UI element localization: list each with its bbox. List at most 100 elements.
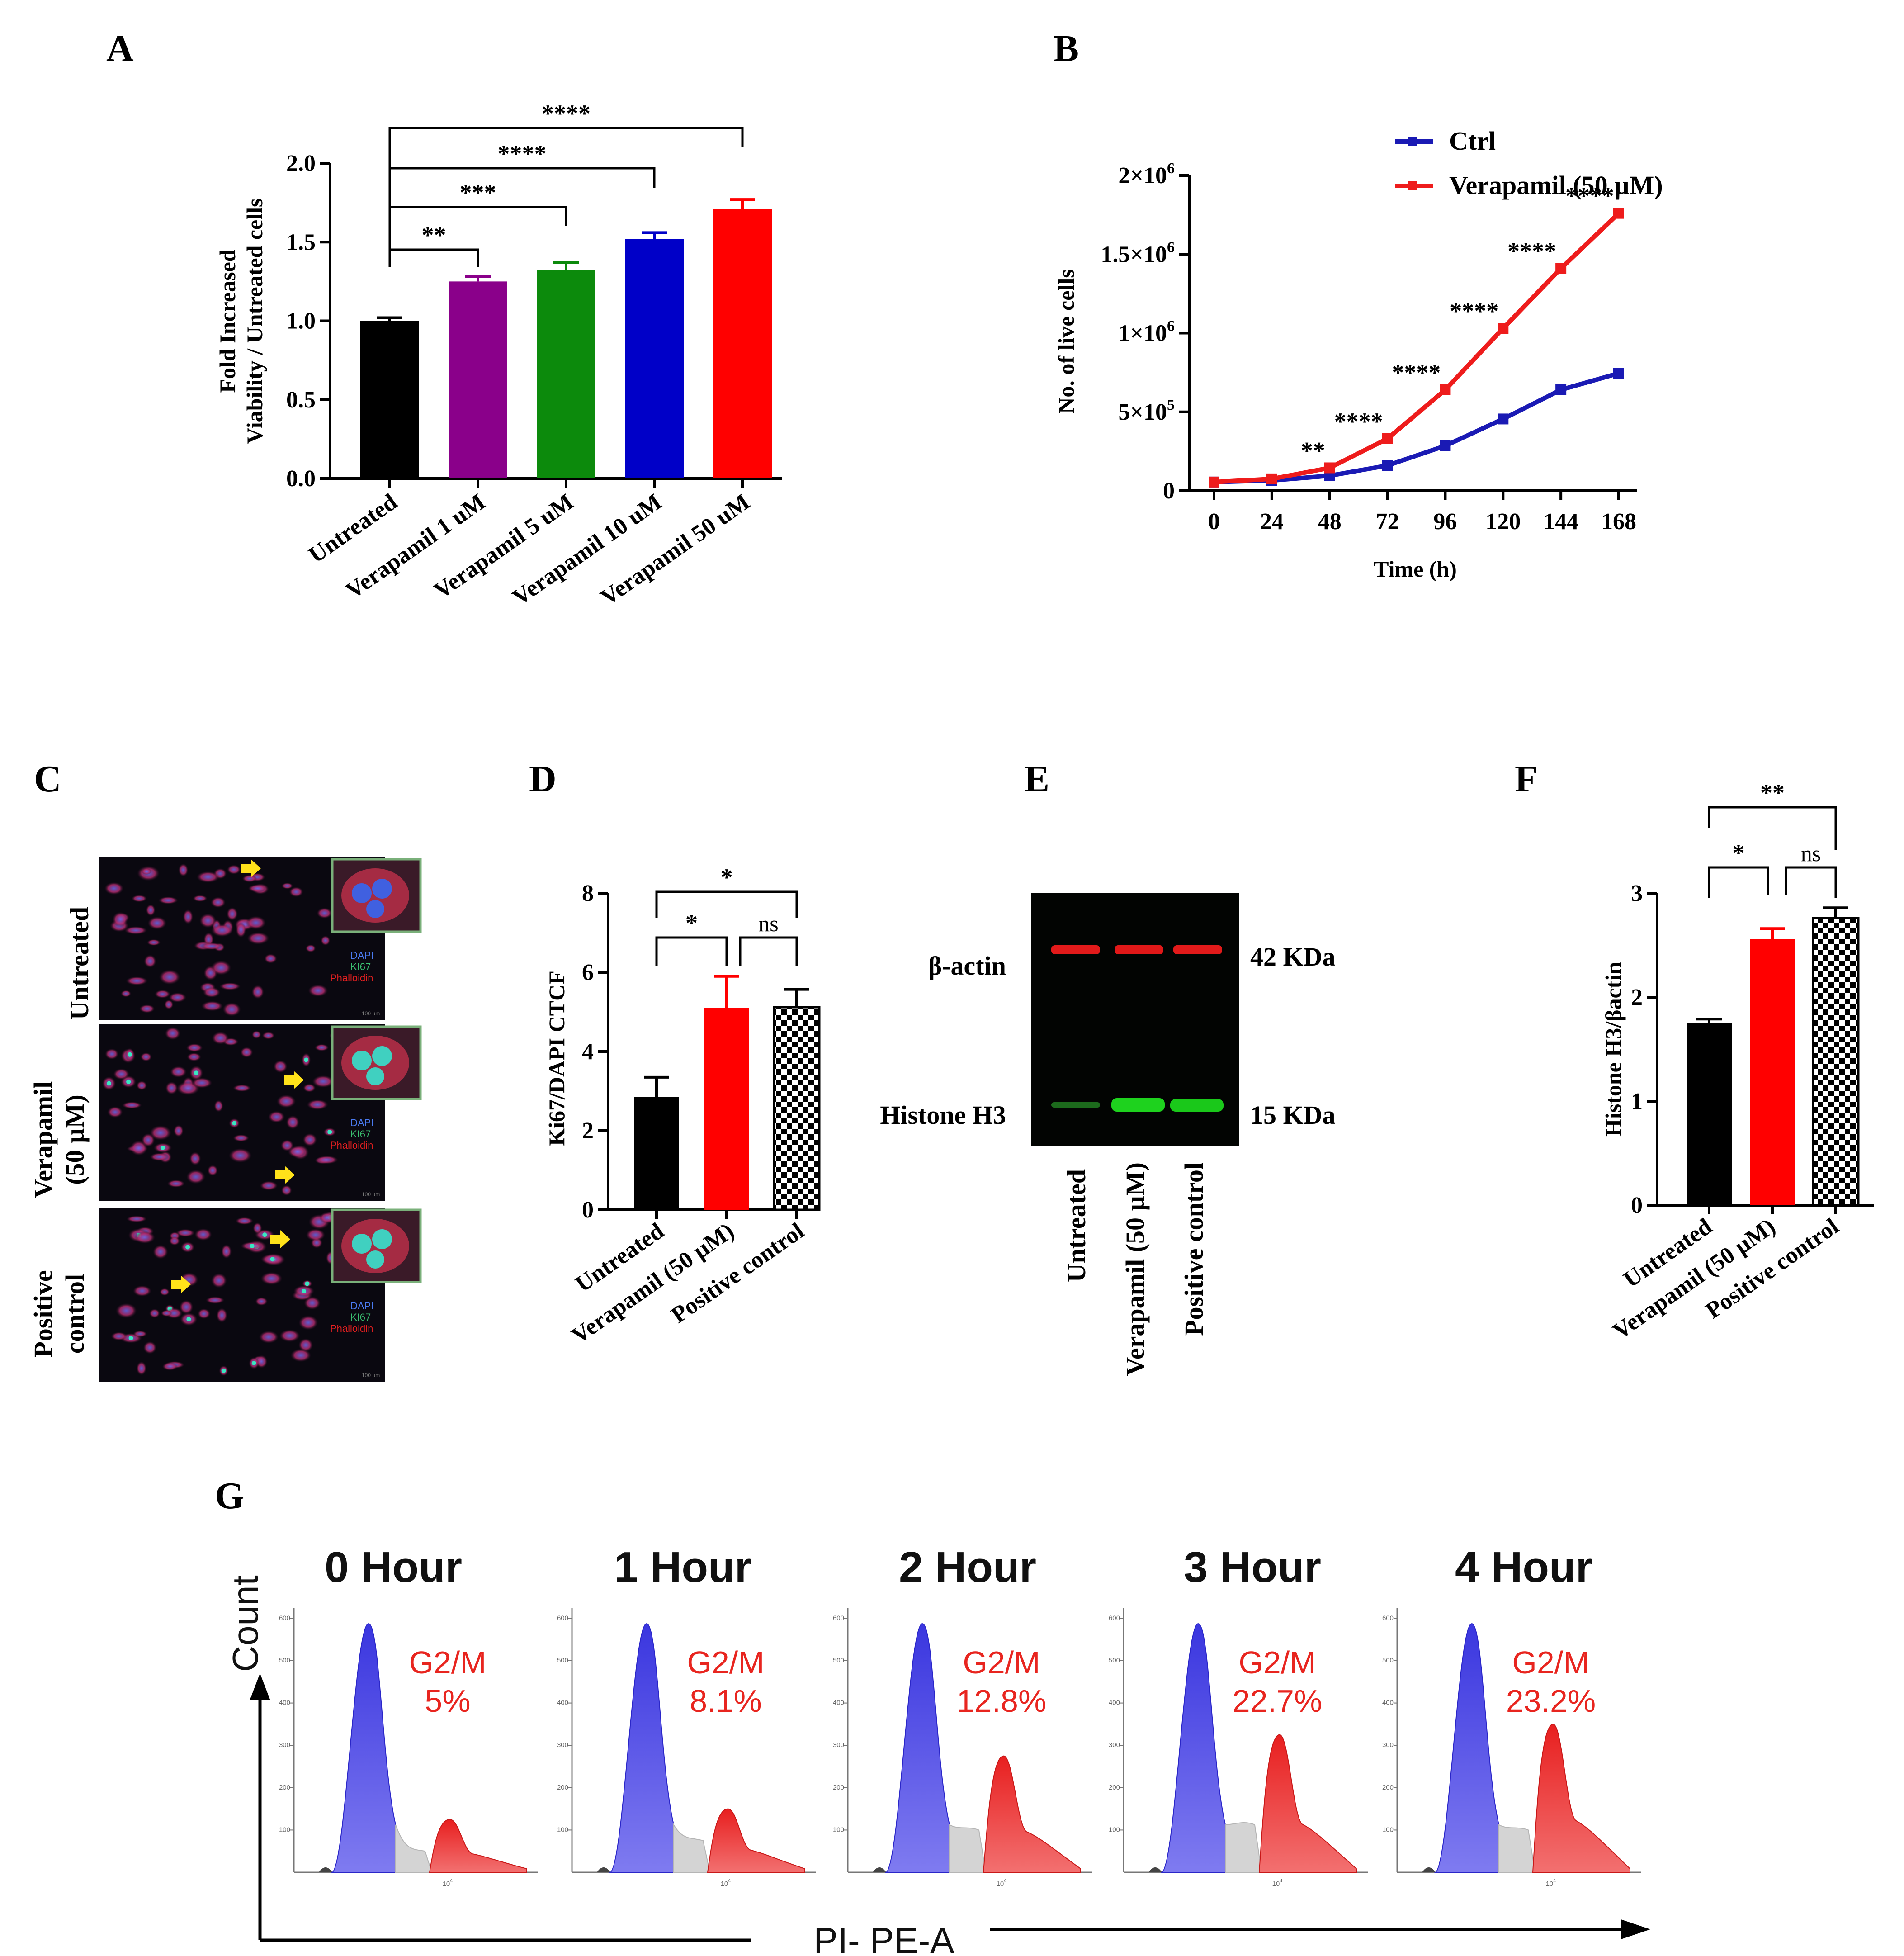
histogram-g1-peak	[609, 1623, 674, 1873]
g2m-percent-label: 23.2%	[1506, 1683, 1596, 1719]
cell	[143, 1341, 157, 1354]
histogram-x-tick-label: 104	[443, 1878, 453, 1888]
legend-label: Verapamil (50 µM)	[1449, 170, 1663, 200]
cell	[319, 1212, 335, 1224]
x-tick-label: 0	[1208, 509, 1220, 535]
cell	[248, 884, 267, 893]
panel-label-g: G	[215, 1475, 244, 1517]
y-tick-label: 2	[1631, 985, 1643, 1010]
cell	[260, 1181, 278, 1190]
cell	[162, 1362, 178, 1371]
panel-f-bar-chart: Histone H3/βactin 0123UntreatedVerapamil…	[1601, 779, 1874, 1345]
g2m-phase-label: G2/M	[687, 1645, 764, 1680]
y-tick-label: 0	[1631, 1193, 1643, 1218]
histogram-y-tick-label: 500	[1109, 1657, 1120, 1664]
histogram-y-tick-label: 100	[1109, 1826, 1120, 1833]
histogram-x-tick-label: 104	[1546, 1878, 1556, 1888]
histogram-y-tick-label: 100	[557, 1826, 568, 1833]
significance-label: *	[685, 909, 698, 937]
y-tick-label: 0.0	[286, 466, 316, 492]
yellow-arrow	[284, 1071, 304, 1089]
cell	[169, 992, 187, 1003]
histogram-s-phase	[395, 1824, 433, 1873]
cell	[107, 1106, 123, 1118]
cell	[264, 953, 277, 964]
significance-label: *	[1733, 839, 1745, 867]
cell	[164, 999, 174, 1009]
panel-g-x-arrowhead	[1621, 1919, 1650, 1939]
panel-a-bar-chart: Fold Increased Viability / Untreated cel…	[215, 100, 782, 611]
panel-b-line-chart: No. of live cells Time (h) 05×1051×1061.…	[1054, 126, 1663, 582]
cell	[126, 1216, 147, 1222]
significance-bracket	[388, 127, 744, 267]
significance-bracket	[388, 248, 479, 267]
bar	[773, 1006, 821, 1211]
panel-e-western-blot: β-actin Histone H3 42 KDa 15 KDa Untreat…	[880, 893, 1336, 1376]
ki67-signal	[327, 1129, 332, 1134]
ki67-signal	[304, 1057, 309, 1062]
panel-label-d: D	[529, 758, 557, 800]
bar	[449, 281, 507, 478]
histogram-y-tick-label: 100	[833, 1826, 844, 1833]
data-point	[1266, 473, 1277, 484]
lane-label-verapamil: Verapamil (50 µM)	[1120, 1162, 1150, 1376]
bar	[1687, 1023, 1732, 1205]
cell	[175, 1229, 195, 1237]
significance-bracket	[1708, 866, 1769, 898]
cell	[122, 1102, 142, 1109]
cell	[207, 1165, 218, 1176]
cell	[304, 1296, 321, 1310]
panel-label-c: C	[34, 758, 61, 800]
panel-g-y-arrowhead	[250, 1673, 270, 1700]
histogram-y-tick-label: 500	[557, 1657, 568, 1664]
histogram-g2m-peak	[1258, 1734, 1357, 1873]
y-tick-label: 1.5×106	[1101, 239, 1175, 267]
cell	[314, 1044, 329, 1051]
cell	[159, 1288, 170, 1296]
cell	[289, 886, 303, 897]
histogram-y-tick-label: 300	[279, 1741, 290, 1749]
band-label-h3: Histone H3	[880, 1100, 1006, 1130]
cell	[281, 1185, 292, 1196]
panel-g-flow-histograms: Count PI- PE-A 0 Hour 100 200 300 400 500 600 1…	[225, 1543, 1650, 1956]
cell	[211, 1273, 227, 1288]
significance-bracket	[1708, 806, 1837, 850]
inset-nucleus	[352, 1051, 372, 1070]
point-annotation: ****	[1450, 298, 1498, 325]
histogram-x-tick-base: 10	[443, 1880, 450, 1888]
cell	[150, 1153, 169, 1161]
histogram-title: 0 Hour	[325, 1543, 462, 1591]
cell	[147, 939, 161, 946]
ki67-signal	[128, 1336, 133, 1340]
histogram-g1-peak	[884, 1623, 950, 1873]
cell	[260, 1272, 283, 1285]
cell	[212, 1032, 229, 1045]
panel-b-xlabel: Time (h)	[1374, 556, 1457, 582]
cell	[306, 1228, 326, 1241]
data-point	[1555, 384, 1567, 395]
histogram-title: 2 Hour	[899, 1543, 1036, 1591]
histogram-x-tick-label: 104	[1272, 1878, 1283, 1888]
series-line-1	[1214, 212, 1621, 484]
data-point	[1440, 384, 1451, 395]
histogram-y-tick-label: 200	[557, 1784, 568, 1791]
cell	[268, 1111, 285, 1123]
y-tick-label: 6	[582, 960, 594, 985]
bar	[713, 209, 772, 478]
cell	[133, 1331, 147, 1337]
cell	[227, 865, 241, 875]
cell	[165, 1081, 178, 1095]
band-actin-lane2	[1115, 945, 1163, 954]
x-tick-label: 48	[1318, 509, 1342, 535]
inset-nucleus	[372, 879, 392, 899]
cell	[189, 1151, 201, 1165]
ki67-signal	[305, 1281, 310, 1286]
legend-phalloidin: Phalloidin	[330, 972, 373, 984]
cell	[233, 1134, 250, 1142]
histogram-y-tick-label: 600	[557, 1614, 568, 1622]
cell	[170, 1066, 187, 1078]
histogram-y-tick-label: 100	[1382, 1826, 1394, 1833]
legend-dapi: DAPI	[350, 1300, 373, 1312]
cell	[233, 1084, 251, 1092]
